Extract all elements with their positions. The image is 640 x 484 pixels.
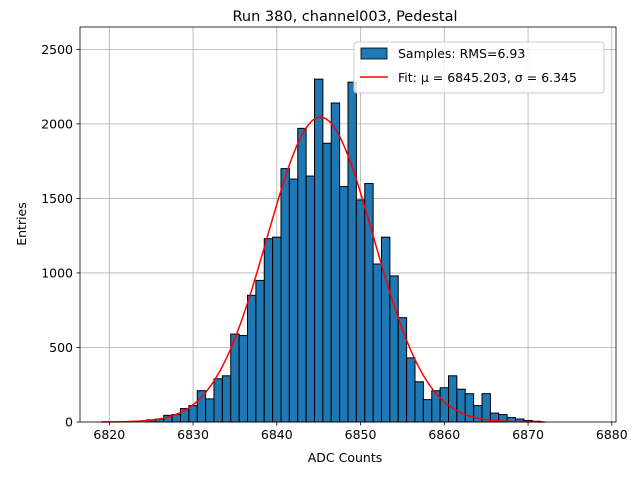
y-tick-label: 2500 [41,42,73,57]
y-tick-label: 1500 [41,191,73,206]
histogram-bar [280,168,290,423]
x-tick-label: 6820 [93,427,125,442]
histogram-bar [272,236,282,423]
legend: Samples: RMS=6.93 Fit: μ = 6845.203, σ =… [353,41,605,94]
legend-label-fit: Fit: μ = 6845.203, σ = 6.345 [398,70,577,85]
y-axis-label: Entries [14,202,29,246]
histogram-bar [247,294,257,423]
histogram-bar [406,357,416,423]
histogram-bars [146,78,542,423]
histogram-bar [305,175,315,423]
x-tick-label: 6870 [512,427,544,442]
histogram-bar [422,399,433,423]
histogram-bar [188,405,198,423]
histogram-bar [196,390,207,423]
plot-frame [79,26,617,423]
histogram-bar [297,127,307,423]
y-tick-label: 0 [65,415,73,430]
histogram-bar [481,393,491,423]
x-tick-label: 6860 [428,427,460,442]
histogram-bar [397,317,408,423]
histogram-bar [431,390,441,423]
legend-box [353,41,605,94]
histogram-bar [314,78,324,423]
histogram-bar [263,238,274,423]
histogram-bar [347,81,357,423]
histogram-bar [255,279,265,423]
histogram-bar [322,142,332,423]
histogram-bar [330,102,341,423]
histogram-bar [339,185,349,423]
histogram-bar [464,393,475,423]
histogram-bar [288,178,299,423]
histogram-bar [372,263,382,423]
y-tick-label: 500 [49,340,73,355]
histogram-bar [355,199,366,423]
y-tick-label: 2000 [41,116,73,131]
histogram-bar [221,375,232,423]
x-axis-ticks: 6820 6830 6840 6850 6860 6870 6880 [93,422,628,442]
x-axis-label: ADC Counts [308,450,383,465]
x-tick-label: 6840 [261,427,293,442]
legend-swatch-samples [360,47,388,60]
histogram-bar [381,236,391,423]
chart-title: Run 380, channel003, Pedestal [232,9,457,25]
y-axis-ticks: 0 500 1000 1500 2000 2500 [41,42,80,430]
x-tick-label: 6830 [177,427,209,442]
y-tick-label: 1000 [41,265,73,280]
histogram-bar [238,335,248,423]
fit-curve [100,116,545,423]
histogram-bar [205,398,215,423]
histogram-bar [456,388,466,423]
histogram-bar [213,378,223,423]
histogram-bar [448,375,458,423]
legend-label-samples: Samples: RMS=6.93 [398,46,525,61]
x-tick-label: 6880 [596,427,628,442]
x-tick-label: 6850 [345,427,377,442]
histogram-bar [414,381,424,423]
